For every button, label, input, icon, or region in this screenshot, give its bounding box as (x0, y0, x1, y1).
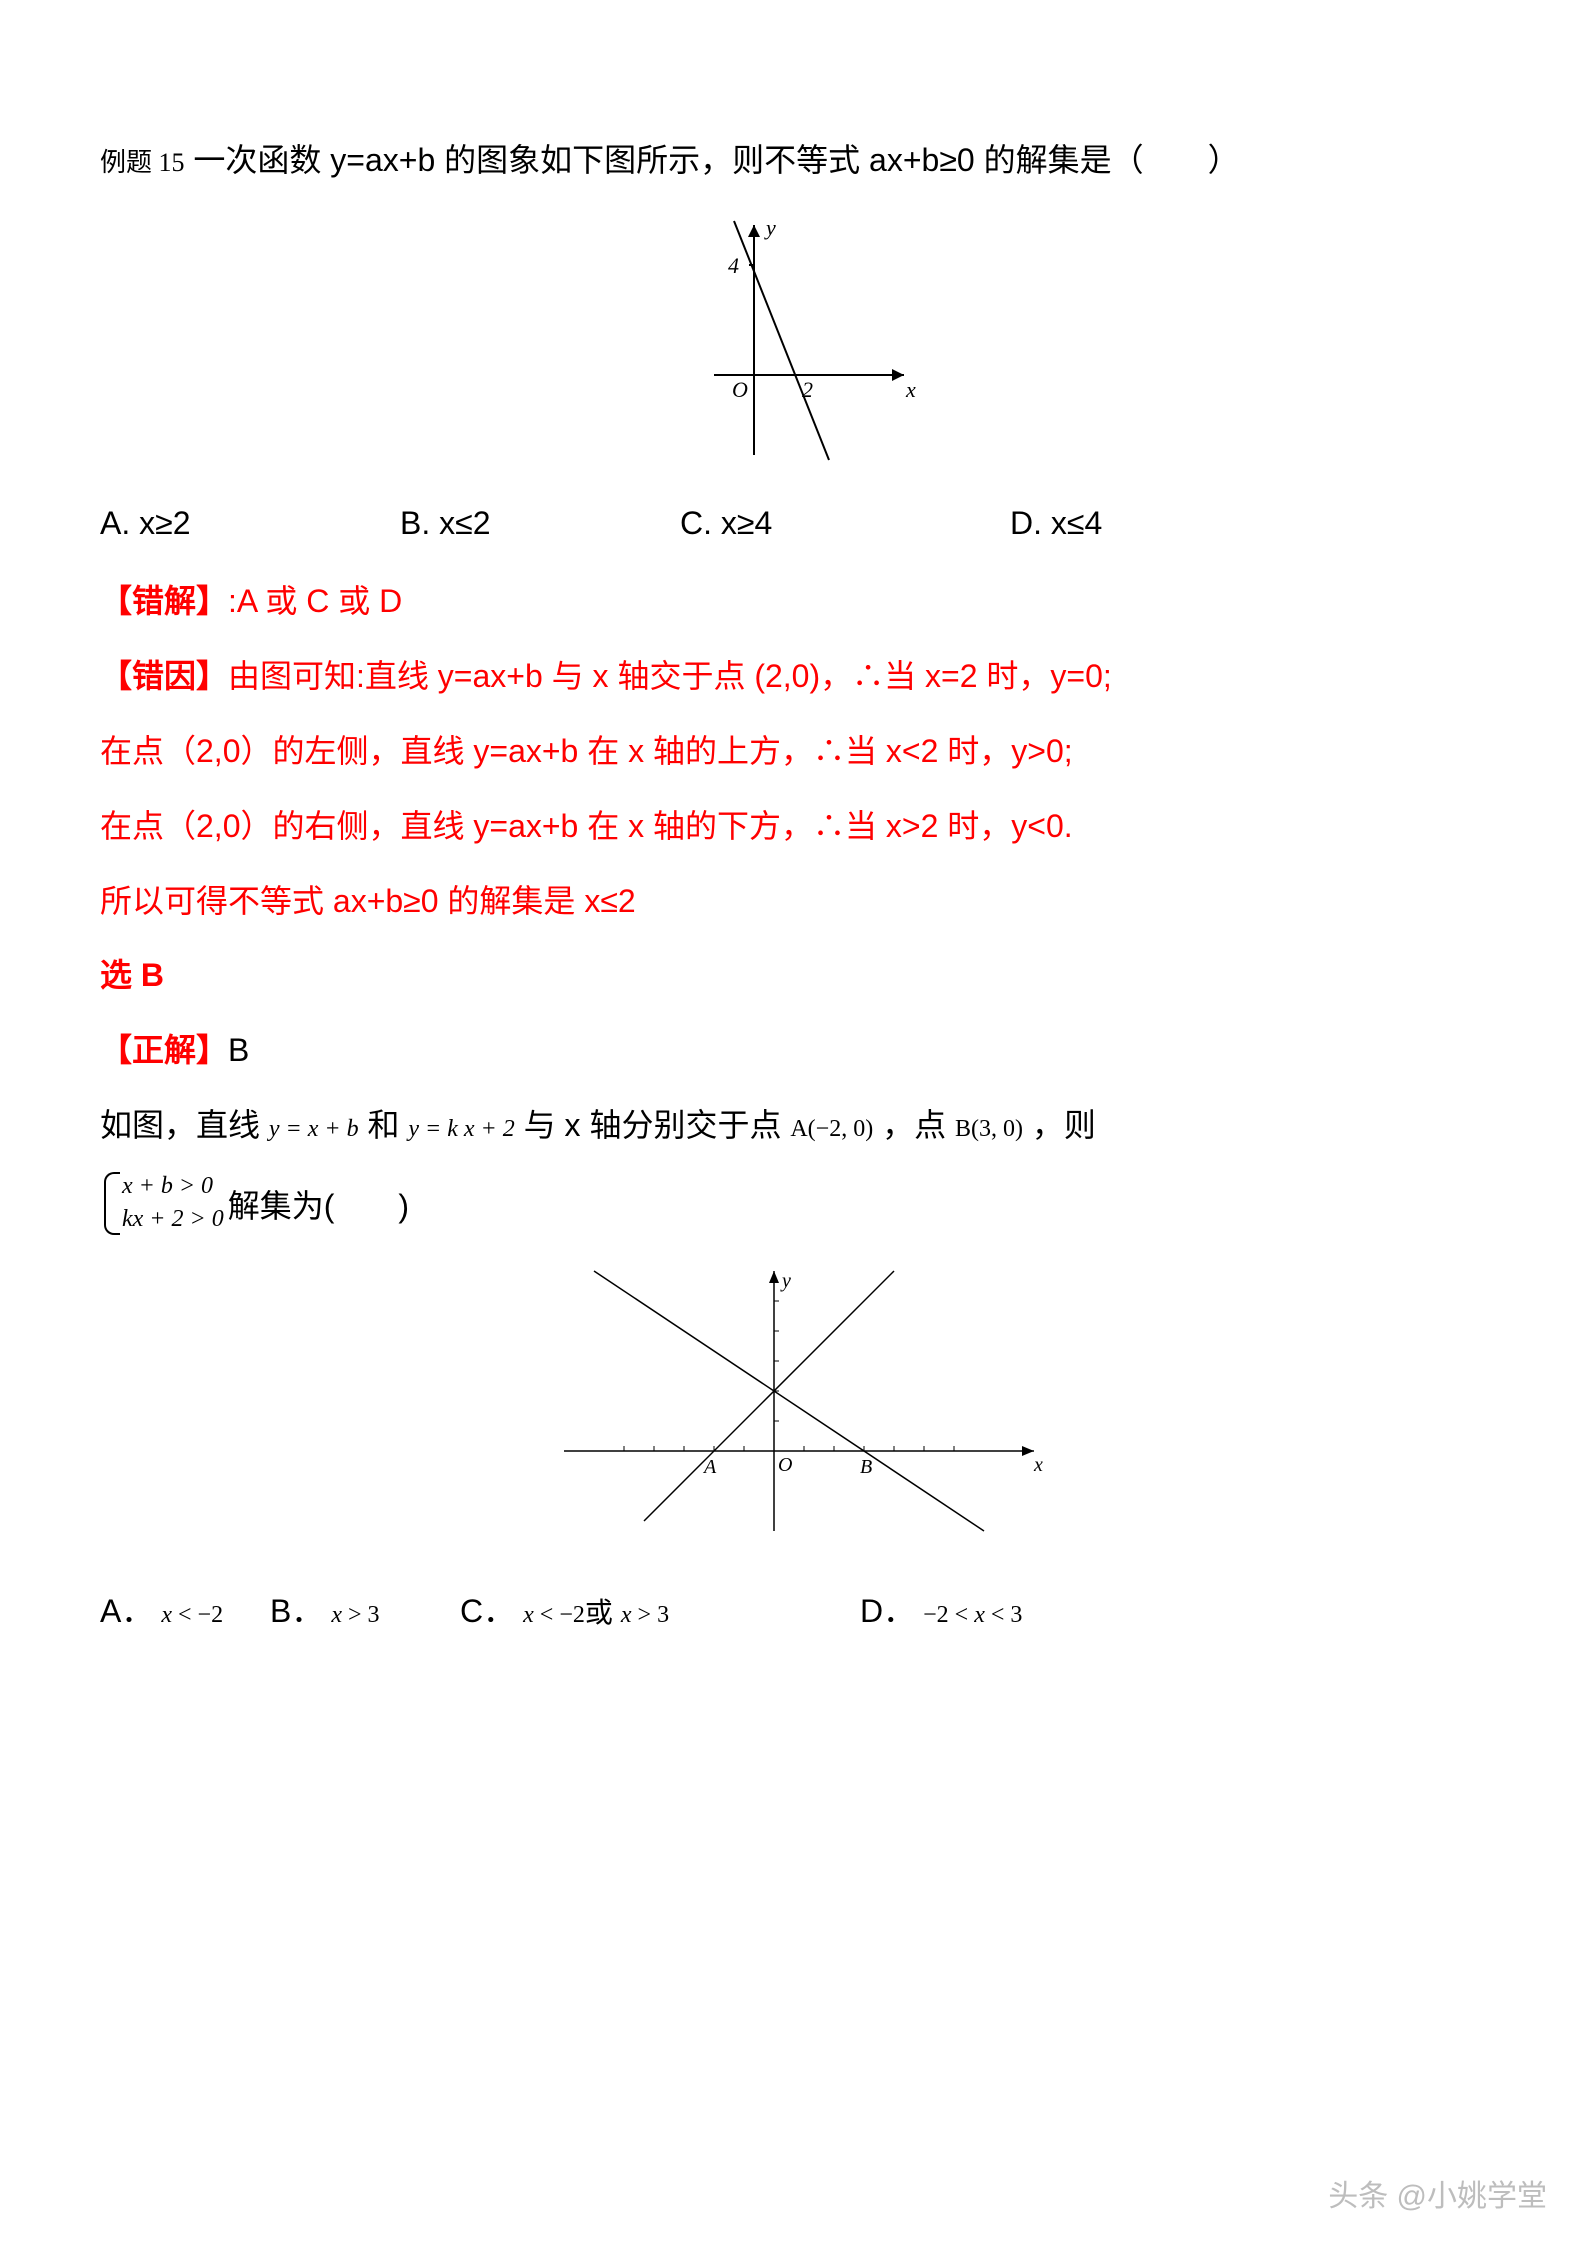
q1-graph: 2 4 O x y (100, 205, 1487, 485)
q2-system-row: x + b > 0 kx + 2 > 0 解集为( ) (100, 1170, 1487, 1237)
q2-ptB: B(3, 0) (955, 1116, 1023, 1142)
q2-d-math: −2 < x < 3 (923, 1593, 1022, 1639)
q2-d-label: D． (860, 1581, 915, 1642)
q2-system: x + b > 0 kx + 2 > 0 (100, 1170, 224, 1237)
q2-ptA: A(−2, 0) (790, 1116, 873, 1142)
q2-option-b: B． x > 3 (270, 1581, 460, 1642)
correct-label: 【正解】 (100, 1032, 228, 1068)
svg-text:2: 2 (802, 377, 813, 402)
svg-text:A: A (702, 1456, 717, 1478)
q1-option-a: A. x≥2 (100, 493, 400, 554)
correct-answer: B (228, 1032, 249, 1068)
q2-c-math1: x < −2 (523, 1593, 585, 1639)
q1-reason-line1: 【错因】由图可知:直线 y=ax+b 与 x 轴交于点 (2,0)，∴当 x=2… (100, 646, 1487, 707)
q1-stem-row: 例题 15 一次函数 y=ax+b 的图象如下图所示，则不等式 ax+b≥0 的… (100, 130, 1487, 191)
svg-text:B: B (860, 1456, 872, 1478)
q1-reason-line3: 在点（2,0）的右侧，直线 y=ax+b 在 x 轴的下方，∴当 x>2 时，y… (100, 796, 1487, 857)
q2-c-or: 或 (585, 1586, 613, 1639)
svg-text:4: 4 (728, 253, 739, 278)
q2-mid2: 与 x 轴分别交于点 (524, 1107, 782, 1143)
q1-reason-line4: 所以可得不等式 ax+b≥0 的解集是 x≤2 (100, 871, 1487, 932)
system-line1: x + b > 0 (122, 1170, 224, 1204)
q1-graph-svg: 2 4 O x y (654, 205, 934, 465)
svg-text:O: O (732, 377, 748, 402)
system-line2: kx + 2 > 0 (122, 1203, 224, 1237)
q2-option-a: A． x < −2 (100, 1581, 270, 1642)
q2-option-d: D． −2 < x < 3 (860, 1581, 1160, 1642)
watermark: 头条 @小姚学堂 (1328, 2171, 1547, 2215)
q2-graph-svg: y x O A B (534, 1251, 1054, 1541)
q2-a-label: A． (100, 1581, 153, 1642)
q2-mid1: 和 (368, 1107, 400, 1143)
svg-text:x: x (1033, 1454, 1043, 1476)
q1-option-b: B. x≤2 (400, 493, 680, 554)
q2-a-math: x < −2 (161, 1593, 223, 1639)
reason-text-1: 由图可知:直线 y=ax+b 与 x 轴交于点 (2,0)，∴当 x=2 时，y… (228, 658, 1112, 694)
wrong-text: :A 或 C 或 D (228, 583, 402, 619)
q2-stem-row: 如图，直线 y = x + b 和 y = k x + 2 与 x 轴分别交于点… (100, 1095, 1487, 1156)
svg-text:O: O (778, 1454, 792, 1476)
q2-b-label: B． (270, 1581, 323, 1642)
q1-reason-line2: 在点（2,0）的左侧，直线 y=ax+b 在 x 轴的上方，∴当 x<2 时，y… (100, 721, 1487, 782)
q2-option-c: C． x < −2 或 x > 3 (460, 1581, 860, 1642)
q2-prefix: 如图，直线 (100, 1107, 260, 1143)
q2-c-label: C． (460, 1581, 515, 1642)
svg-text:y: y (780, 1270, 791, 1292)
q1-stem: 一次函数 y=ax+b 的图象如下图所示，则不等式 ax+b≥0 的解集是（ ） (193, 142, 1239, 178)
q2-mid4: ，则 (1032, 1107, 1096, 1143)
q2-mid3: ，点 (882, 1107, 946, 1143)
q1-number: 例题 15 (100, 148, 185, 177)
q2-eq1: y = x + b (269, 1116, 359, 1142)
svg-text:x: x (905, 377, 916, 402)
svg-text:y: y (764, 215, 776, 240)
q1-option-d: D. x≤4 (1010, 493, 1210, 554)
q1-correct-row: 【正解】B (100, 1020, 1487, 1081)
q2-options: A． x < −2 B． x > 3 C． x < −2 或 x > 3 D． … (100, 1581, 1487, 1642)
q2-graph: y x O A B (100, 1251, 1487, 1561)
document-body: 例题 15 一次函数 y=ax+b 的图象如下图所示，则不等式 ax+b≥0 的… (100, 130, 1487, 1642)
q1-wrong-row: 【错解】:A 或 C 或 D (100, 571, 1487, 632)
wrong-label: 【错解】 (100, 583, 228, 619)
q1-select-line: 选 B (100, 945, 1487, 1006)
q2-eq2: y = k x + 2 (408, 1116, 514, 1142)
reason-label: 【错因】 (100, 658, 228, 694)
q2-after-system: 解集为( ) (228, 1176, 409, 1237)
q1-options: A. x≥2 B. x≤2 C. x≥4 D. x≤4 (100, 493, 1487, 554)
q1-option-c: C. x≥4 (680, 493, 1010, 554)
q2-b-math: x > 3 (331, 1593, 379, 1639)
q2-c-math2: x > 3 (621, 1593, 669, 1639)
